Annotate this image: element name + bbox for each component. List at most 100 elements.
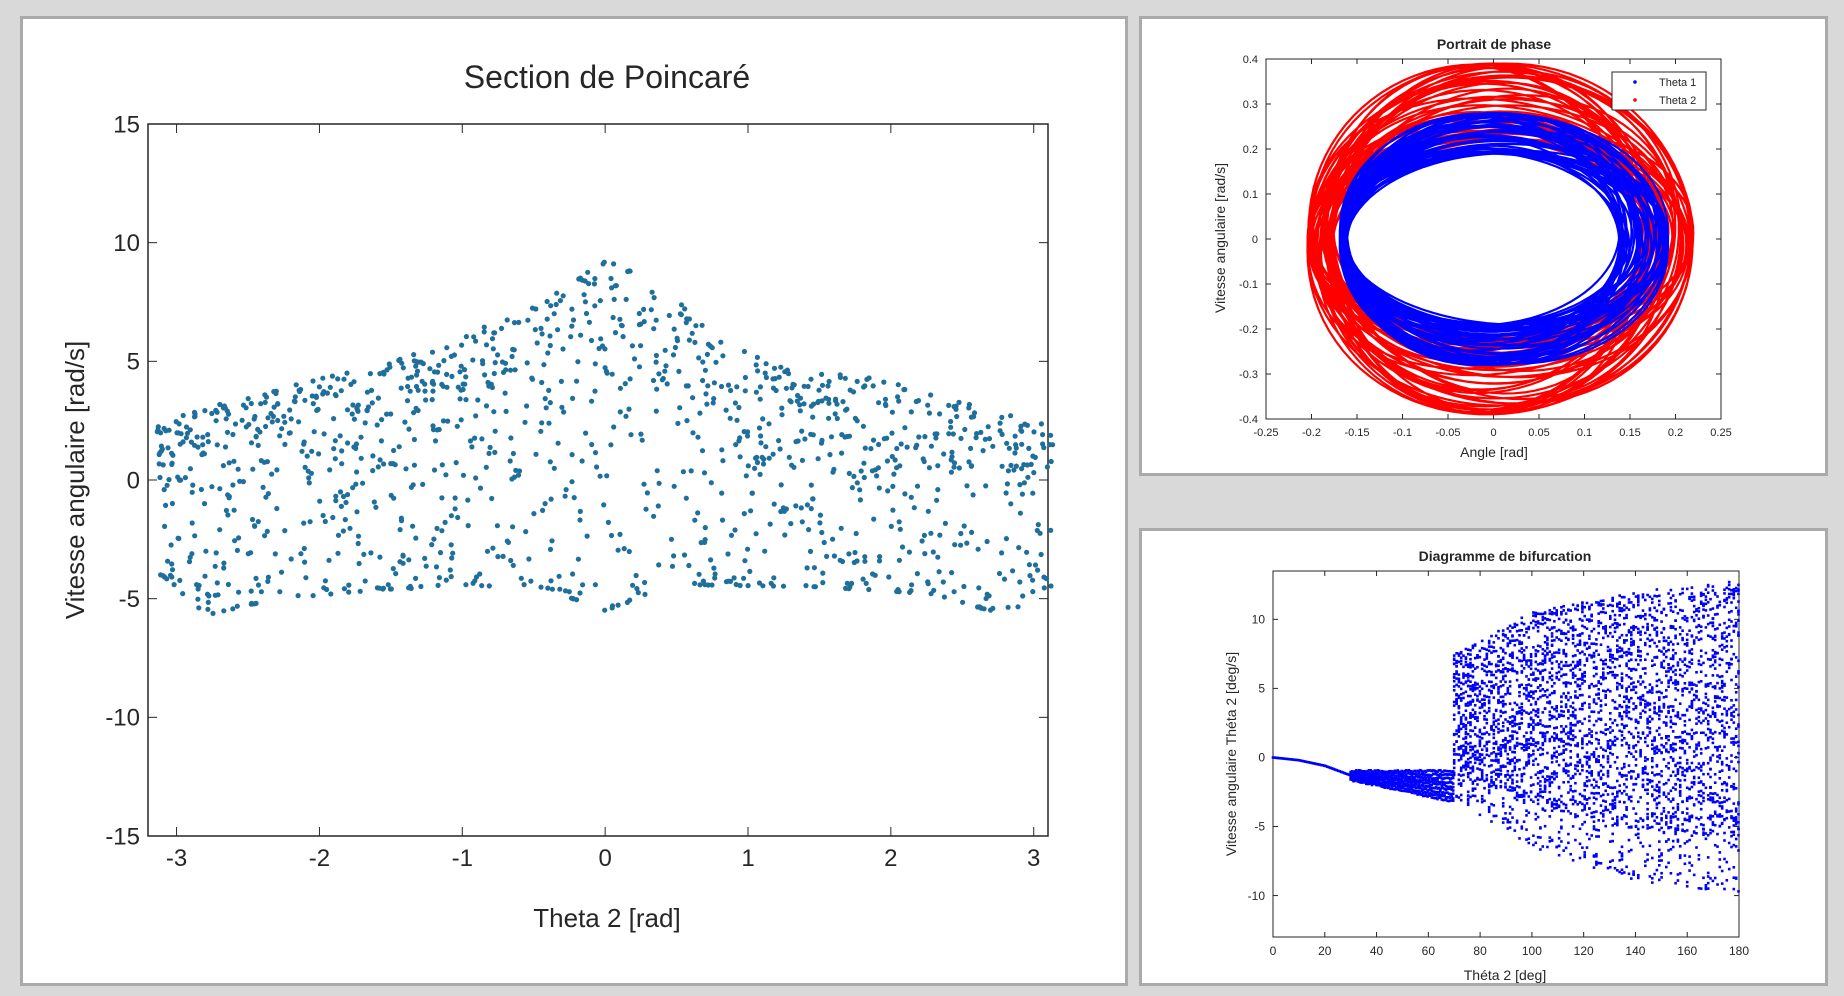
bifurcation-point bbox=[1457, 778, 1461, 782]
poincare-point bbox=[831, 553, 838, 559]
bifurcation-point bbox=[1625, 774, 1628, 777]
poincare-point bbox=[177, 441, 183, 447]
poincare-point bbox=[810, 496, 816, 502]
bifurcation-point bbox=[1522, 622, 1526, 626]
poincare-point bbox=[483, 403, 490, 409]
bifurcation-point bbox=[1504, 674, 1507, 678]
bifurcation-point bbox=[1667, 738, 1670, 742]
bifurcation-point bbox=[1667, 592, 1670, 595]
poincare-point bbox=[914, 483, 921, 489]
bifurcation-point bbox=[1550, 656, 1554, 659]
bifurcation-point bbox=[1585, 657, 1589, 660]
poincare-point bbox=[696, 355, 702, 361]
poincare-point bbox=[591, 281, 598, 287]
bifurcation-point bbox=[1318, 763, 1321, 766]
bifurcation-point bbox=[1360, 774, 1364, 777]
bifurcation-point bbox=[1655, 751, 1659, 755]
poincare-point bbox=[982, 436, 988, 442]
poincare-point bbox=[638, 343, 644, 349]
bifurcation-point bbox=[1655, 803, 1659, 806]
bifurcation-point bbox=[1434, 785, 1438, 789]
bifurcation-point bbox=[1581, 604, 1584, 608]
bifurcation-point bbox=[1515, 791, 1519, 795]
bifurcation-point bbox=[1443, 769, 1446, 772]
poincare-point bbox=[807, 548, 814, 555]
poincare-point bbox=[823, 395, 829, 401]
bifurcation-point bbox=[1548, 781, 1552, 784]
poincare-point bbox=[808, 482, 814, 488]
bifurcation-point bbox=[1532, 678, 1535, 681]
bifurcation-point bbox=[1450, 795, 1454, 798]
bifurcation-point bbox=[1613, 796, 1617, 799]
bifurcation-point bbox=[1555, 613, 1558, 617]
bifurcation-point bbox=[1667, 849, 1670, 852]
poincare-point bbox=[854, 378, 860, 384]
bifurcation-xtick-label: 80 bbox=[1473, 944, 1487, 958]
poincare-point bbox=[311, 429, 317, 435]
bifurcation-point bbox=[1373, 778, 1377, 781]
bifurcation-point bbox=[1676, 761, 1680, 765]
bifurcation-point bbox=[1534, 623, 1538, 627]
bifurcation-point bbox=[1323, 764, 1326, 767]
bifurcation-point bbox=[1553, 651, 1556, 655]
bifurcation-point bbox=[1277, 756, 1281, 760]
poincare-point bbox=[826, 378, 832, 385]
bifurcation-point bbox=[1382, 783, 1385, 786]
bifurcation-point bbox=[1404, 787, 1408, 791]
bifurcation-point bbox=[1499, 753, 1503, 756]
bifurcation-point bbox=[1480, 639, 1484, 643]
bifurcation-point bbox=[1513, 788, 1517, 792]
poincare-point bbox=[797, 402, 803, 408]
bifurcation-point bbox=[1536, 763, 1540, 766]
bifurcation-point bbox=[1492, 783, 1496, 787]
bifurcation-point bbox=[1585, 618, 1589, 621]
bifurcation-point bbox=[1449, 799, 1452, 802]
poincare-point bbox=[922, 434, 928, 440]
bifurcation-point bbox=[1501, 699, 1505, 703]
bifurcation-point bbox=[1396, 787, 1399, 791]
bifurcation-point bbox=[1501, 639, 1505, 642]
bifurcation-point bbox=[1402, 782, 1405, 785]
poincare-point bbox=[169, 561, 175, 567]
poincare-point bbox=[326, 557, 332, 563]
poincare-point bbox=[1013, 445, 1019, 451]
bifurcation-point bbox=[1674, 673, 1677, 676]
bifurcation-point bbox=[1560, 700, 1563, 704]
bifurcation-point bbox=[1487, 783, 1491, 786]
bifurcation-point bbox=[1518, 768, 1521, 771]
bifurcation-point bbox=[1651, 664, 1654, 668]
bifurcation-point bbox=[1541, 622, 1545, 626]
bifurcation-point bbox=[1426, 795, 1429, 798]
bifurcation-point bbox=[1634, 615, 1638, 619]
bifurcation-point bbox=[1501, 695, 1505, 699]
poincare-point bbox=[339, 461, 345, 467]
poincare-point bbox=[248, 588, 254, 594]
poincare-point bbox=[255, 519, 261, 525]
bifurcation-point bbox=[1434, 770, 1438, 773]
bifurcation-point bbox=[1536, 835, 1540, 839]
poincare-point bbox=[562, 493, 568, 499]
poincare-point bbox=[636, 364, 643, 370]
bifurcation-point bbox=[1494, 755, 1498, 758]
bifurcation-point bbox=[1555, 799, 1558, 803]
poincare-point bbox=[849, 580, 855, 587]
bifurcation-point bbox=[1569, 762, 1572, 766]
poincare-point bbox=[507, 458, 513, 464]
bifurcation-point bbox=[1471, 700, 1475, 703]
bifurcation-point bbox=[1452, 713, 1456, 717]
poincare-point bbox=[778, 364, 784, 370]
bifurcation-point bbox=[1671, 806, 1675, 810]
poincare-point bbox=[161, 574, 167, 580]
bifurcation-point bbox=[1678, 779, 1682, 782]
poincare-point bbox=[555, 327, 561, 333]
poincare-point bbox=[577, 517, 583, 523]
bifurcation-ytick-label: -5 bbox=[1254, 820, 1265, 834]
bifurcation-point bbox=[1508, 805, 1512, 809]
bifurcation-point bbox=[1534, 700, 1538, 704]
bifurcation-point bbox=[1375, 770, 1378, 773]
poincare-point bbox=[337, 433, 343, 439]
poincare-point bbox=[779, 405, 785, 411]
bifurcation-point bbox=[1581, 746, 1584, 750]
bifurcation-point bbox=[1513, 669, 1517, 673]
bifurcation-point bbox=[1387, 774, 1391, 778]
